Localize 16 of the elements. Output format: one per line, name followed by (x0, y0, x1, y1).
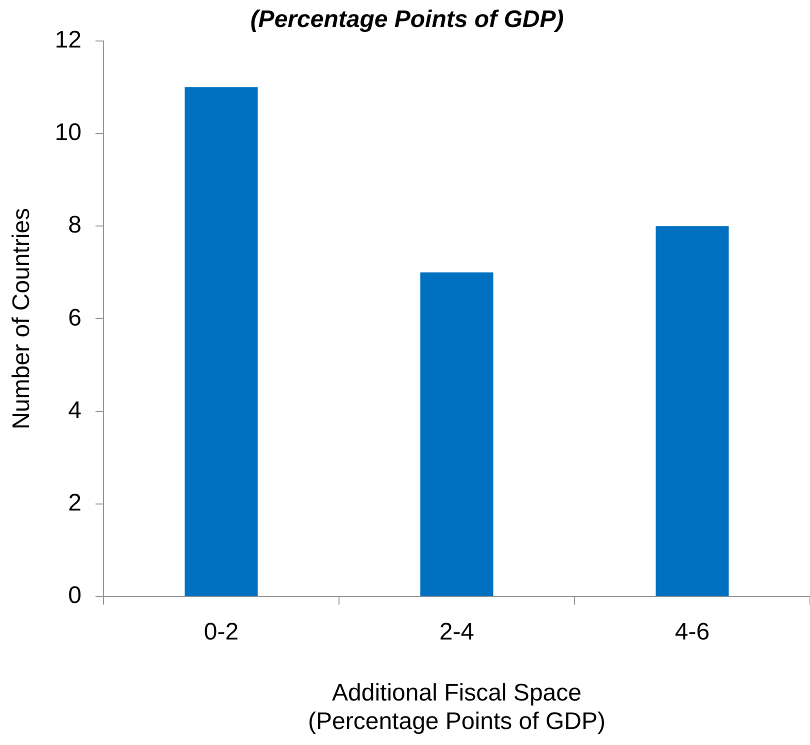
y-tick-label: 8 (68, 212, 82, 239)
x-axis-title: Additional Fiscal Space (Percentage Points of GDP) (308, 679, 606, 736)
chart-title: (Percentage Points of GDP) (250, 6, 564, 34)
x-tick-label: 2-4 (439, 618, 474, 646)
y-axis-title: Number of Countries (8, 208, 36, 430)
bar (420, 272, 494, 596)
y-tick-label: 2 (68, 490, 82, 517)
bar (184, 87, 258, 596)
y-tick-label: 12 (54, 26, 82, 54)
y-tick-label: 10 (54, 119, 82, 146)
y-tick-label: 6 (68, 304, 82, 332)
y-tick-label: 0 (68, 582, 82, 610)
bar (656, 226, 729, 596)
x-tick-label: 4-6 (674, 618, 710, 646)
y-tick-label: 4 (68, 396, 82, 424)
x-tick-label: 0-2 (204, 618, 239, 646)
